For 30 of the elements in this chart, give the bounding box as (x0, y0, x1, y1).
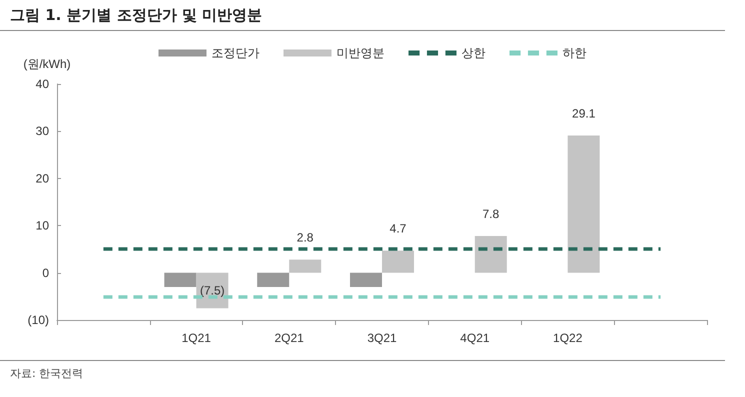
x-tick-label: 4Q21 (460, 331, 490, 345)
data-label: 4.7 (390, 222, 407, 236)
x-tick-label: 3Q21 (367, 331, 397, 345)
legend-label: 상한 (462, 46, 486, 60)
text: 자료: 한국전력 (10, 366, 84, 381)
legend-label: 미반영분 (336, 46, 384, 60)
y-tick-label: 10 (36, 218, 50, 233)
legend-label: 조정단가 (212, 46, 260, 60)
data-label: 2.8 (296, 230, 314, 245)
bar (382, 250, 414, 273)
bar (568, 135, 600, 273)
y-tick-label: 20 (36, 171, 50, 186)
bar (474, 236, 507, 273)
chart-title: 그림 1. 분기별 조정단가 및 미반영분 (10, 6, 262, 25)
data-label: 7.8 (482, 206, 500, 221)
x-tick-label: 1Q21 (182, 331, 212, 345)
bar (289, 260, 322, 273)
bar (350, 272, 382, 287)
y-axis-title: (원/kWh) (23, 57, 71, 71)
legend-label: 하한 (562, 46, 586, 60)
x-tick-label: 2Q21 (274, 331, 304, 345)
x-tick-label: 1Q22 (553, 331, 583, 345)
data-label: (7.5) (200, 284, 225, 298)
data-label: 29.1 (572, 106, 596, 120)
bar (164, 272, 196, 287)
y-tick-label: (10) (28, 313, 49, 327)
y-tick-label: 30 (36, 124, 50, 138)
y-tick-label: 40 (36, 77, 50, 91)
bar (257, 272, 290, 287)
y-tick-label: 0 (42, 266, 50, 280)
